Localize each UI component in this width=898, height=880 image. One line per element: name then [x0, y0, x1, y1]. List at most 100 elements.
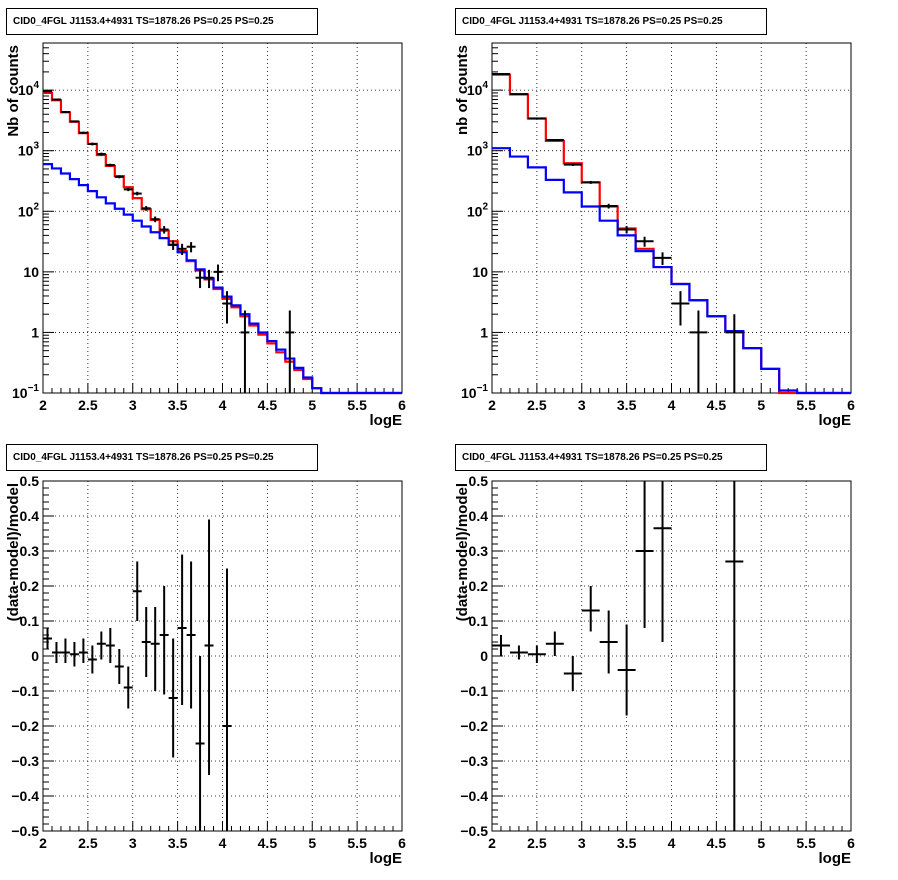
y-tick-label: −0.1 [460, 683, 488, 699]
data-point [114, 175, 124, 179]
y-axis-label: (data-model)/model [454, 483, 471, 621]
x-tick-label: 3.5 [168, 397, 188, 413]
data-point [159, 226, 169, 234]
y-tick-label: −0.4 [11, 788, 39, 804]
data-point [617, 624, 636, 716]
data-point [96, 631, 106, 660]
data-point [563, 656, 582, 691]
data-point [168, 240, 178, 250]
y-tick-label: 0.2 [469, 578, 489, 594]
y-tick-label: −0.5 [460, 823, 488, 839]
data-point [285, 310, 295, 393]
y-tick-label: 102 [467, 201, 489, 219]
x-tick-label: 6 [847, 397, 855, 413]
data-point [222, 568, 232, 831]
chart-4: 2 2.5 3 3.5 4 4.5 5 5.5 6 −0.5 −0.4 −0.3 −0.2 −0.1 0 0.… [454, 473, 855, 867]
data-point [105, 163, 115, 167]
y-tick-label: −0.3 [460, 753, 488, 769]
data-point [60, 638, 70, 663]
y-tick-label: 0.5 [20, 473, 40, 489]
data-point [150, 216, 160, 223]
y-tick-label: 10 [23, 264, 39, 280]
y-axis-label: nb of counts [454, 45, 471, 135]
data-point [195, 656, 205, 831]
x-axis-label: logE [370, 850, 403, 867]
data-point [123, 187, 133, 192]
y-tick-label: 0.4 [469, 508, 489, 524]
data-point [635, 481, 654, 628]
x-tick-label: 6 [398, 835, 406, 851]
data-point [177, 554, 187, 705]
data-point [599, 203, 618, 209]
data-point [563, 163, 582, 166]
chart-title: CID0_4FGL J1153.4+4931 TS=1878.26 PS=0.2… [6, 444, 318, 471]
data-point [105, 628, 115, 663]
x-tick-label: 6 [398, 397, 406, 413]
data-point [204, 269, 214, 289]
x-tick-label: 2 [39, 835, 47, 851]
x-tick-label: 4 [668, 835, 676, 851]
data-point [78, 131, 88, 134]
data-point [492, 635, 510, 656]
y-axis-label: (data-model)/model [5, 483, 22, 621]
data-point [150, 607, 160, 691]
data-point [43, 628, 52, 649]
x-tick-label: 2.5 [527, 397, 547, 413]
x-tick-label: 5.5 [796, 397, 816, 413]
x-tick-label: 2.5 [78, 397, 98, 413]
data-point [581, 586, 600, 632]
y-tick-label: 0 [480, 648, 488, 664]
x-tick-label: 2.5 [78, 835, 98, 851]
data-point [725, 481, 744, 831]
y-tick-label: 104 [18, 80, 40, 98]
data-point [527, 117, 546, 120]
chart-title: CID0_4FGL J1153.4+4931 TS=1878.26 PS=0.2… [455, 444, 767, 471]
x-tick-label: 2.5 [527, 835, 547, 851]
x-tick-label: 4.5 [258, 397, 278, 413]
y-tick-label: 0.4 [20, 508, 40, 524]
x-tick-label: 3 [129, 835, 137, 851]
y-tick-label: 10−1 [461, 383, 488, 401]
data-point [114, 649, 124, 684]
x-tick-label: 3.5 [617, 397, 637, 413]
x-tick-label: 4.5 [258, 835, 278, 851]
chart-title: CID0_4FGL J1153.4+4931 TS=1878.26 PS=0.2… [455, 8, 767, 35]
y-tick-label: 0.5 [469, 473, 489, 489]
data-point [213, 264, 223, 282]
data-point [186, 561, 196, 709]
y-tick-label: 10−1 [12, 383, 39, 401]
x-tick-label: 5 [757, 397, 765, 413]
data-point [87, 645, 97, 674]
y-tick-label: 103 [467, 141, 489, 159]
x-tick-label: 2 [488, 397, 496, 413]
y-tick-label: −0.3 [11, 753, 39, 769]
y-tick-label: 0.1 [469, 613, 489, 629]
y-tick-label: 102 [18, 201, 40, 219]
data-point [43, 90, 52, 93]
data-point [132, 561, 142, 621]
data-point [186, 242, 196, 253]
chart-2: 2 2.5 3 3.5 4 4.5 5 5.5 6 10−1 1 10 102 103 104 logE nb … [454, 42, 855, 429]
y-tick-label: −0.5 [11, 823, 39, 839]
series-line-2 [492, 147, 851, 395]
series-line-1 [492, 73, 851, 395]
x-tick-label: 2 [39, 397, 47, 413]
data-point [87, 142, 97, 146]
x-tick-label: 5.5 [796, 835, 816, 851]
data-point [96, 152, 106, 156]
x-tick-label: 2 [488, 835, 496, 851]
y-tick-label: −0.1 [11, 683, 39, 699]
y-tick-label: 0 [31, 648, 39, 664]
data-point [69, 642, 79, 667]
x-tick-label: 4 [219, 835, 227, 851]
data-point [509, 93, 528, 96]
data-point [51, 98, 61, 101]
y-tick-label: 1 [31, 324, 39, 340]
x-tick-label: 3.5 [617, 835, 637, 851]
x-axis-label: logE [819, 412, 852, 429]
data-point [177, 243, 187, 255]
x-tick-label: 6 [847, 835, 855, 851]
y-tick-label: 10 [472, 264, 488, 280]
